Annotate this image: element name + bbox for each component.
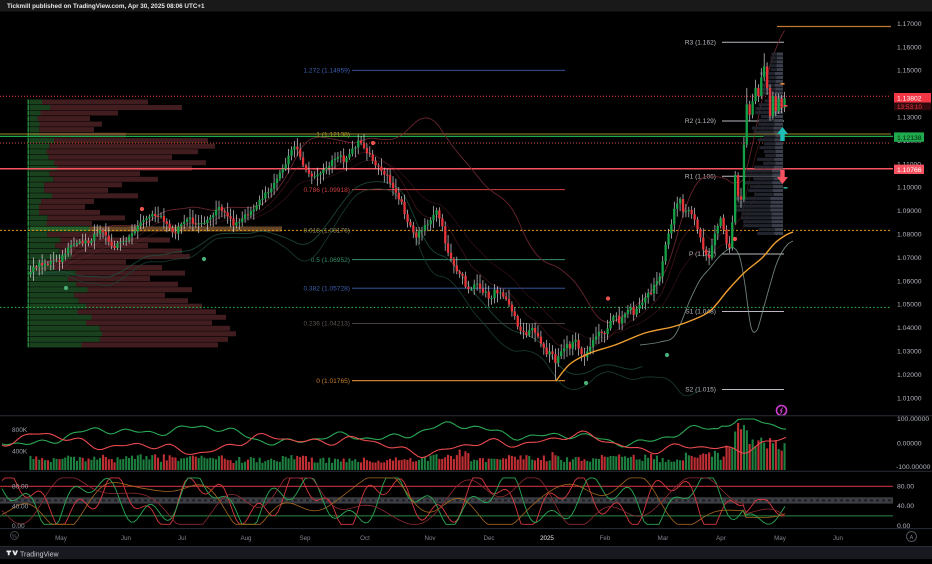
svg-text:May: May	[55, 535, 68, 542]
svg-text:TradingView: TradingView	[20, 551, 59, 558]
svg-text:100.00000: 100.00000	[897, 416, 929, 423]
svg-text:Tickmill published on TradingV: Tickmill published on TradingView.com, A…	[7, 3, 205, 10]
svg-text:1.05000: 1.05000	[897, 302, 922, 309]
svg-text:Apr: Apr	[716, 535, 726, 542]
svg-text:2025: 2025	[540, 535, 554, 542]
svg-text:13:53:10: 13:53:10	[897, 104, 922, 111]
svg-text:80.00: 80.00	[897, 484, 914, 491]
svg-text:1.06000: 1.06000	[897, 278, 922, 285]
svg-text:Feb: Feb	[600, 535, 611, 542]
svg-text:1.08000: 1.08000	[897, 232, 922, 239]
svg-text:40.00: 40.00	[897, 503, 914, 510]
svg-text:1.12138: 1.12138	[897, 135, 922, 142]
svg-text:Jul: Jul	[178, 535, 186, 542]
svg-text:0.00: 0.00	[897, 523, 910, 530]
svg-text:Oct: Oct	[360, 535, 370, 542]
svg-text:R3 (1.162): R3 (1.162)	[685, 40, 716, 47]
svg-text:80.00: 80.00	[12, 484, 29, 491]
svg-text:S2 (1.015): S2 (1.015)	[685, 387, 716, 394]
svg-text:1.10766: 1.10766	[897, 167, 922, 174]
svg-text:1.10000: 1.10000	[897, 185, 922, 192]
svg-text:May: May	[774, 535, 787, 542]
svg-text:-100.00000: -100.00000	[896, 464, 931, 471]
svg-text:1.16000: 1.16000	[897, 44, 922, 51]
svg-text:0.618 (1.08176): 0.618 (1.08176)	[303, 228, 350, 235]
svg-text:40.00: 40.00	[12, 504, 29, 511]
svg-text:Jun: Jun	[121, 535, 132, 542]
svg-text:Nov: Nov	[424, 535, 436, 542]
svg-text:1 (1.12138): 1 (1.12138)	[316, 132, 350, 139]
svg-text:1.17000: 1.17000	[897, 21, 922, 28]
svg-text:800K: 800K	[12, 427, 28, 434]
svg-text:0.786 (1.09918): 0.786 (1.09918)	[303, 187, 350, 194]
svg-text:R2 (1.129): R2 (1.129)	[685, 118, 716, 125]
svg-text:P (1.072): P (1.072)	[689, 251, 716, 258]
svg-text:1.09000: 1.09000	[897, 208, 922, 215]
svg-text:1.13000: 1.13000	[897, 115, 922, 122]
svg-text:R1 (1.106): R1 (1.106)	[685, 173, 716, 180]
svg-text:400K: 400K	[12, 449, 28, 456]
svg-text:Jun: Jun	[833, 535, 844, 542]
svg-text:S1 (1.048): S1 (1.048)	[685, 309, 716, 316]
svg-text:0 (1.01765): 0 (1.01765)	[316, 378, 350, 385]
svg-text:1.13802: 1.13802	[897, 95, 922, 102]
svg-text:0.382 (1.05728): 0.382 (1.05728)	[303, 285, 350, 292]
svg-text:1.07000: 1.07000	[897, 255, 922, 262]
svg-text:Aug: Aug	[240, 535, 252, 542]
svg-text:1.01000: 1.01000	[897, 395, 922, 402]
svg-text:1.03000: 1.03000	[897, 349, 922, 356]
svg-text:1.272 (1.14959): 1.272 (1.14959)	[303, 68, 350, 75]
svg-text:1.15000: 1.15000	[897, 68, 922, 75]
svg-text:%: %	[12, 534, 17, 540]
svg-text:Sep: Sep	[299, 535, 311, 542]
svg-text:1.02000: 1.02000	[897, 372, 922, 379]
svg-text:0.5 (1.06952): 0.5 (1.06952)	[311, 257, 350, 264]
svg-text:1.04000: 1.04000	[897, 325, 922, 332]
svg-text:0.236 (1.04213): 0.236 (1.04213)	[303, 321, 350, 328]
svg-text:A: A	[910, 535, 914, 541]
svg-text:0.00: 0.00	[12, 523, 25, 530]
svg-text:Dec: Dec	[483, 535, 494, 542]
svg-text:0.00000: 0.00000	[897, 441, 922, 448]
svg-text:Mar: Mar	[658, 535, 669, 542]
